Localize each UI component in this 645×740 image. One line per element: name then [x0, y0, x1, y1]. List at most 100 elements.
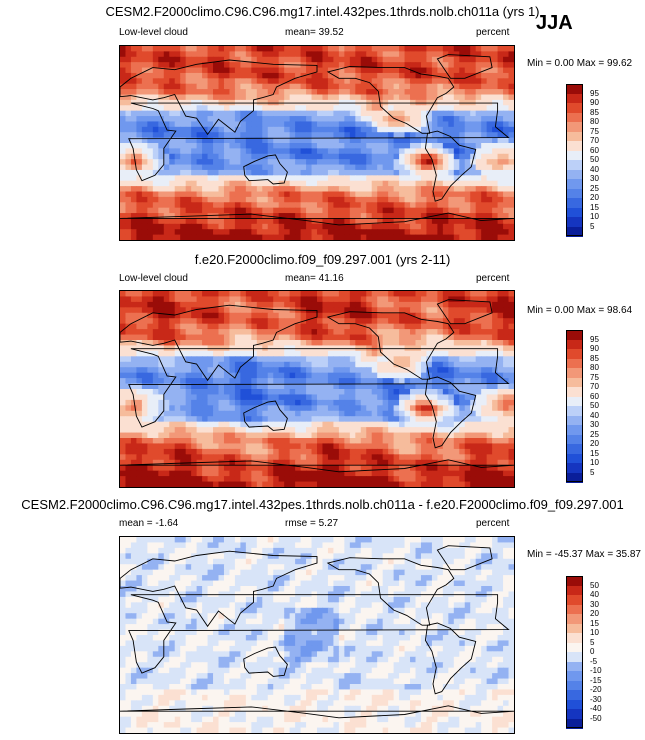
map-grid-cell — [377, 83, 384, 90]
map-grid-cell — [207, 46, 214, 52]
map-grid-cell — [256, 56, 263, 63]
map-grid-cell — [404, 356, 411, 363]
map-grid-cell — [459, 361, 466, 368]
map-grid-cell — [251, 465, 258, 472]
map-grid-cell — [130, 307, 138, 314]
map-grid-cell — [262, 372, 269, 379]
map-grid-cell — [141, 67, 148, 74]
map-grid-cell — [415, 56, 422, 63]
map-grid-cell — [399, 143, 406, 149]
map-grid-cell — [492, 159, 499, 166]
map-grid-cell — [207, 169, 214, 176]
map-grid-cell — [426, 443, 433, 450]
map-grid-cell — [284, 180, 291, 187]
map-grid-cell — [360, 121, 367, 128]
map-grid-cell — [185, 191, 192, 198]
map-grid-cell — [415, 389, 422, 396]
map-grid-cell — [180, 207, 187, 214]
map-grid-cell — [311, 51, 318, 58]
map-grid-cell — [475, 361, 482, 368]
map-grid-cell — [481, 72, 488, 79]
map-grid-cell — [185, 89, 192, 96]
map-grid-cell — [393, 443, 400, 450]
map-grid-cell — [508, 62, 514, 69]
map-grid-cell — [382, 207, 389, 214]
map-grid-cell — [273, 432, 280, 439]
map-grid-cell — [344, 432, 351, 439]
map-grid-cell — [475, 448, 482, 455]
map-grid-cell — [136, 143, 143, 149]
map-grid-cell — [371, 427, 378, 434]
map-grid-cell — [377, 361, 384, 368]
map-grid-cell — [382, 186, 389, 193]
map-grid-cell — [284, 72, 291, 79]
map-grid-cell — [306, 223, 313, 230]
map-grid-cell — [169, 323, 176, 330]
map-grid-cell — [196, 291, 203, 298]
map-grid-cell — [207, 121, 214, 128]
map-grid-cell — [300, 132, 307, 139]
map-grid-cell — [256, 126, 263, 133]
map-grid-cell — [459, 394, 466, 401]
map-grid-cell — [169, 186, 176, 193]
map-grid-cell — [399, 186, 406, 193]
map-grid-cell — [229, 405, 236, 412]
map-grid-cell — [300, 105, 307, 112]
map-grid-cell — [273, 56, 280, 63]
map-grid-cell — [355, 356, 362, 363]
coastline — [120, 59, 318, 136]
map-grid-cell — [284, 83, 291, 90]
map-grid-cell — [256, 356, 263, 363]
map-grid-cell — [431, 432, 438, 439]
map-grid-cell — [120, 312, 127, 319]
map-grid-cell — [420, 218, 428, 225]
map-grid-cell — [234, 427, 241, 434]
map-grid-cell — [169, 94, 176, 101]
map-grid-cell — [213, 126, 220, 133]
map-grid-cell — [240, 427, 247, 434]
map-grid-cell — [453, 78, 460, 85]
map-grid-cell — [163, 378, 170, 385]
map-grid-cell — [196, 307, 203, 314]
map-grid-cell — [349, 399, 356, 406]
map-grid-cell — [448, 164, 455, 171]
map-grid-cell — [180, 416, 187, 423]
map-grid-cell — [207, 465, 214, 472]
map-grid-cell — [273, 62, 280, 69]
map-grid-cell — [267, 153, 274, 160]
map-grid-cell — [355, 454, 362, 461]
map-grid-cell — [426, 72, 433, 79]
map-grid-cell — [399, 169, 406, 176]
map-grid-cell — [152, 51, 159, 58]
colorbar-tick-label: 95 — [590, 88, 599, 98]
map-grid-cell — [289, 234, 296, 240]
map-grid-cell — [508, 405, 514, 412]
map-grid-cell — [185, 62, 192, 69]
map-grid-cell — [185, 46, 192, 52]
map-grid-cell — [349, 416, 356, 423]
map-grid-cell — [191, 83, 198, 90]
map-grid-cell — [229, 229, 236, 236]
map-grid-cell — [147, 296, 154, 303]
map-grid-cell — [344, 213, 351, 220]
map-grid-cell — [152, 438, 159, 445]
map-grid-cell — [399, 367, 406, 374]
map-grid-cell — [371, 159, 378, 166]
map-grid-cell — [213, 213, 220, 220]
map-grid-cell — [366, 312, 373, 319]
map-grid-cell — [295, 296, 302, 303]
map-grid-cell — [399, 394, 406, 401]
map-grid-cell — [464, 361, 471, 368]
map-grid-cell — [125, 116, 132, 123]
map-grid-cell — [158, 229, 165, 236]
map-grid-cell — [355, 62, 362, 69]
map-grid-cell — [459, 46, 466, 52]
map-grid-cell — [497, 356, 504, 363]
map-grid-cell — [158, 378, 165, 385]
map-grid-cell — [278, 432, 285, 439]
map-grid-cell — [497, 191, 504, 198]
map-grid-cell — [273, 116, 280, 123]
map-grid-cell — [130, 94, 138, 101]
map-grid-cell — [426, 318, 433, 325]
map-grid-cell — [207, 340, 214, 347]
